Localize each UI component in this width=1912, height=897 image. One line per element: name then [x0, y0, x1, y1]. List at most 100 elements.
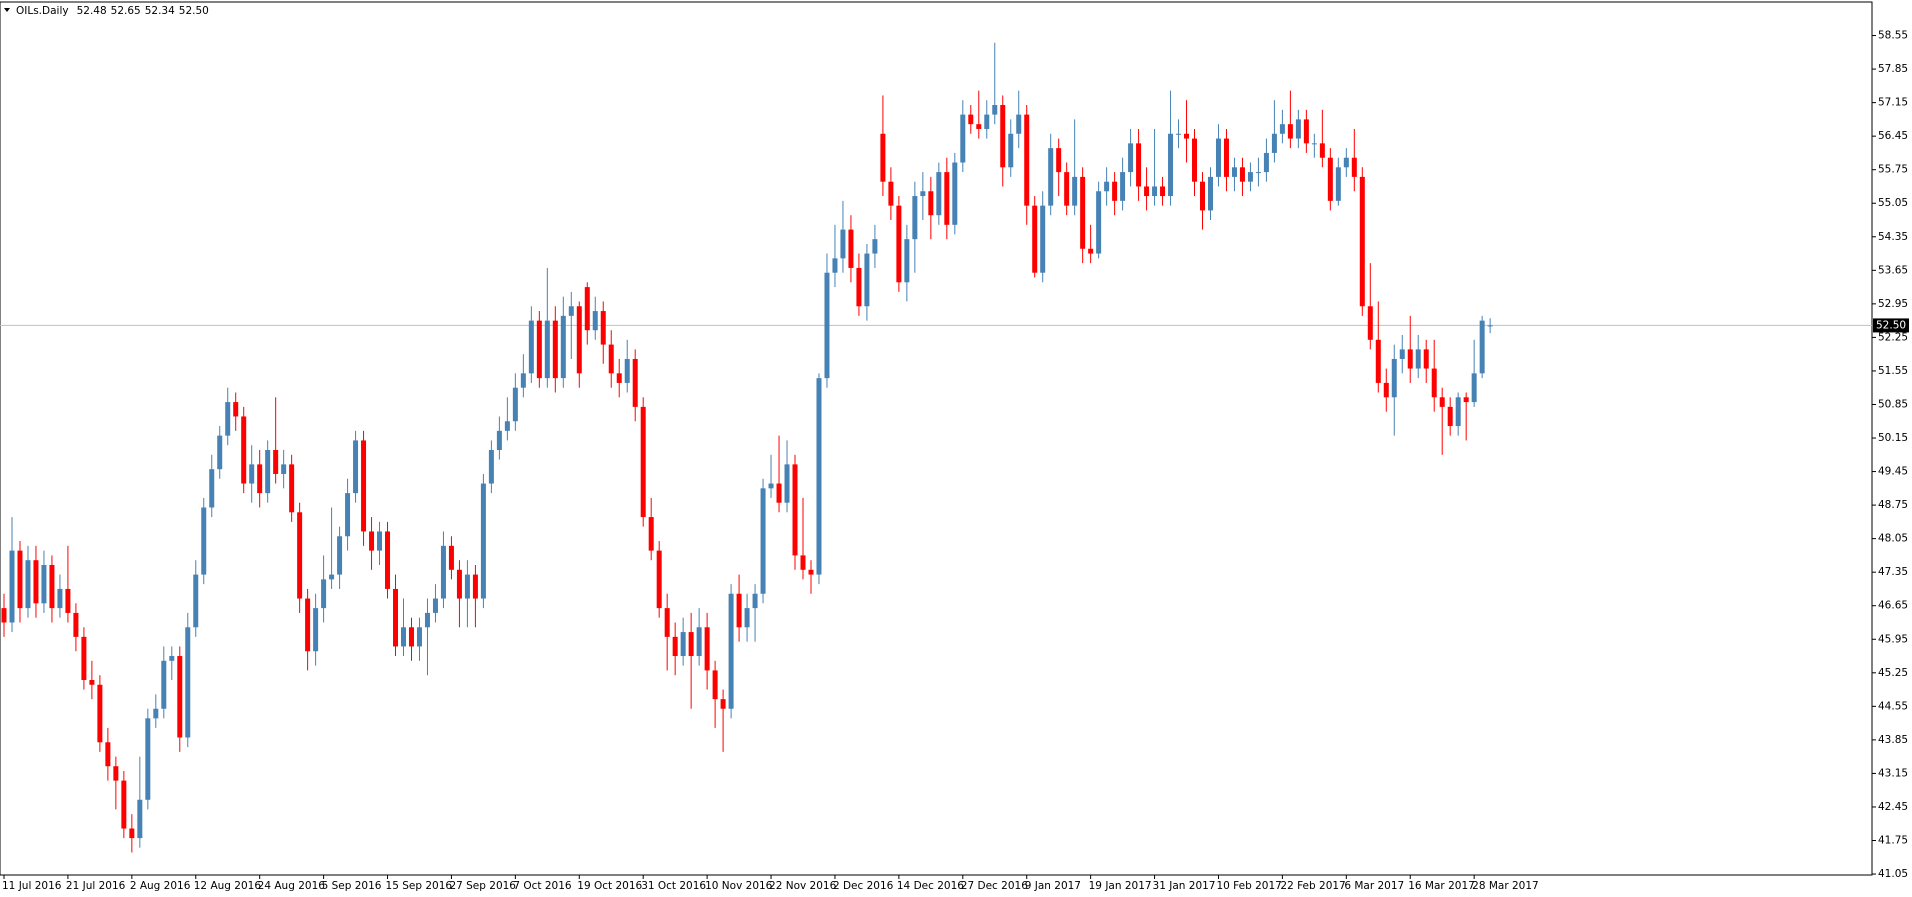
candle-body — [1455, 397, 1461, 427]
y-tick-label: 41.05 — [1878, 868, 1908, 880]
candle-body — [1479, 320, 1485, 374]
candle-body — [1423, 349, 1429, 369]
candle-body — [1343, 157, 1349, 168]
candle-body — [536, 320, 542, 379]
y-tick-label: 48.05 — [1878, 533, 1908, 545]
candle-body — [1136, 143, 1142, 187]
x-tick-label: 10 Nov 2016 — [705, 880, 773, 892]
candle-body — [984, 114, 990, 129]
candle-body — [337, 536, 343, 575]
candle-body — [464, 574, 470, 599]
candle-body — [568, 306, 574, 316]
candle-body — [960, 114, 966, 163]
candle-body — [273, 449, 279, 474]
candle-body — [1487, 325, 1493, 327]
candle-body — [65, 588, 71, 613]
candle-body — [193, 574, 199, 628]
candle-body — [880, 133, 886, 182]
candle-body — [720, 699, 726, 709]
candle-body — [1463, 397, 1469, 403]
candle-body — [329, 574, 335, 580]
candle-body — [944, 172, 950, 225]
candle-body — [520, 373, 526, 388]
candle-body — [241, 416, 247, 484]
candle-body — [528, 320, 534, 374]
y-tick-label: 50.15 — [1878, 432, 1908, 444]
candle-body — [872, 239, 878, 254]
candle-body — [1391, 358, 1397, 398]
candle-body — [1295, 119, 1301, 139]
candle-body — [1279, 124, 1285, 134]
candle-body — [600, 311, 606, 345]
candle-body — [393, 588, 399, 647]
x-tick-label: 28 Mar 2017 — [1472, 880, 1539, 892]
y-tick-label: 54.35 — [1878, 231, 1908, 243]
candle-body — [1383, 382, 1389, 398]
candle-body — [440, 545, 446, 599]
candle-body — [377, 531, 383, 551]
candle-body — [408, 627, 414, 647]
candle-body — [696, 627, 702, 657]
candle-body — [169, 656, 175, 661]
candle-body — [361, 440, 367, 532]
candle-body — [297, 512, 303, 599]
candle-body — [289, 464, 295, 513]
candle-body — [25, 560, 31, 609]
candle-body — [1008, 133, 1014, 168]
candle-body — [704, 627, 710, 671]
candle-body — [744, 608, 750, 628]
candle-body — [664, 608, 670, 637]
candle-body — [1263, 152, 1269, 173]
symbol: OILs.Daily — [16, 5, 69, 17]
candle-body — [1016, 114, 1022, 134]
candle-body — [688, 632, 694, 657]
candle-body — [432, 598, 438, 613]
y-tick-label: 45.25 — [1878, 667, 1908, 679]
candle-body — [1128, 143, 1134, 173]
candle-body — [1399, 349, 1405, 359]
x-tick-label: 12 Aug 2016 — [194, 880, 262, 892]
candle-body — [768, 483, 774, 489]
candle-body — [33, 560, 39, 604]
candle-body — [616, 373, 622, 383]
candle-body — [728, 593, 734, 709]
candle-body — [424, 612, 430, 628]
open-label: 52.48 — [77, 5, 107, 17]
candle-body — [1144, 186, 1150, 197]
y-tick-label: 44.55 — [1878, 700, 1908, 712]
candle-body — [1040, 205, 1046, 273]
candle-body — [369, 531, 375, 551]
candle-body — [177, 656, 183, 738]
y-tick-label: 41.75 — [1878, 835, 1908, 847]
x-tick-label: 9 Jan 2017 — [1025, 880, 1081, 892]
candle-body — [1431, 368, 1437, 398]
candle-body — [1287, 124, 1293, 139]
candle-body — [992, 105, 998, 115]
candle-body — [888, 181, 894, 206]
candle-body — [552, 320, 558, 379]
candle-body — [1184, 133, 1190, 139]
candle-body — [57, 588, 63, 609]
candle-body — [896, 205, 902, 283]
candle-body — [305, 598, 311, 652]
y-tick-label: 57.85 — [1878, 63, 1908, 75]
candle-body — [145, 718, 151, 800]
x-tick-label: 7 Oct 2016 — [513, 880, 572, 892]
candle-body — [1168, 133, 1174, 197]
candle-body — [1231, 167, 1237, 177]
candle-body — [976, 124, 982, 129]
candle-body — [185, 627, 191, 738]
candle-body — [209, 469, 215, 508]
x-tick-label: 22 Feb 2017 — [1280, 880, 1345, 892]
candle-body — [832, 258, 838, 273]
candle-body — [1407, 349, 1413, 369]
y-tick-label: 58.55 — [1878, 30, 1908, 42]
y-tick-label: 52.95 — [1878, 298, 1908, 310]
candle-body — [1160, 186, 1166, 197]
candle-body — [584, 287, 590, 331]
close-label: 52.50 — [179, 5, 209, 17]
candle-body — [920, 191, 926, 197]
y-tick-label: 57.15 — [1878, 97, 1908, 109]
y-tick-label: 53.65 — [1878, 264, 1908, 276]
candle-body — [784, 464, 790, 503]
